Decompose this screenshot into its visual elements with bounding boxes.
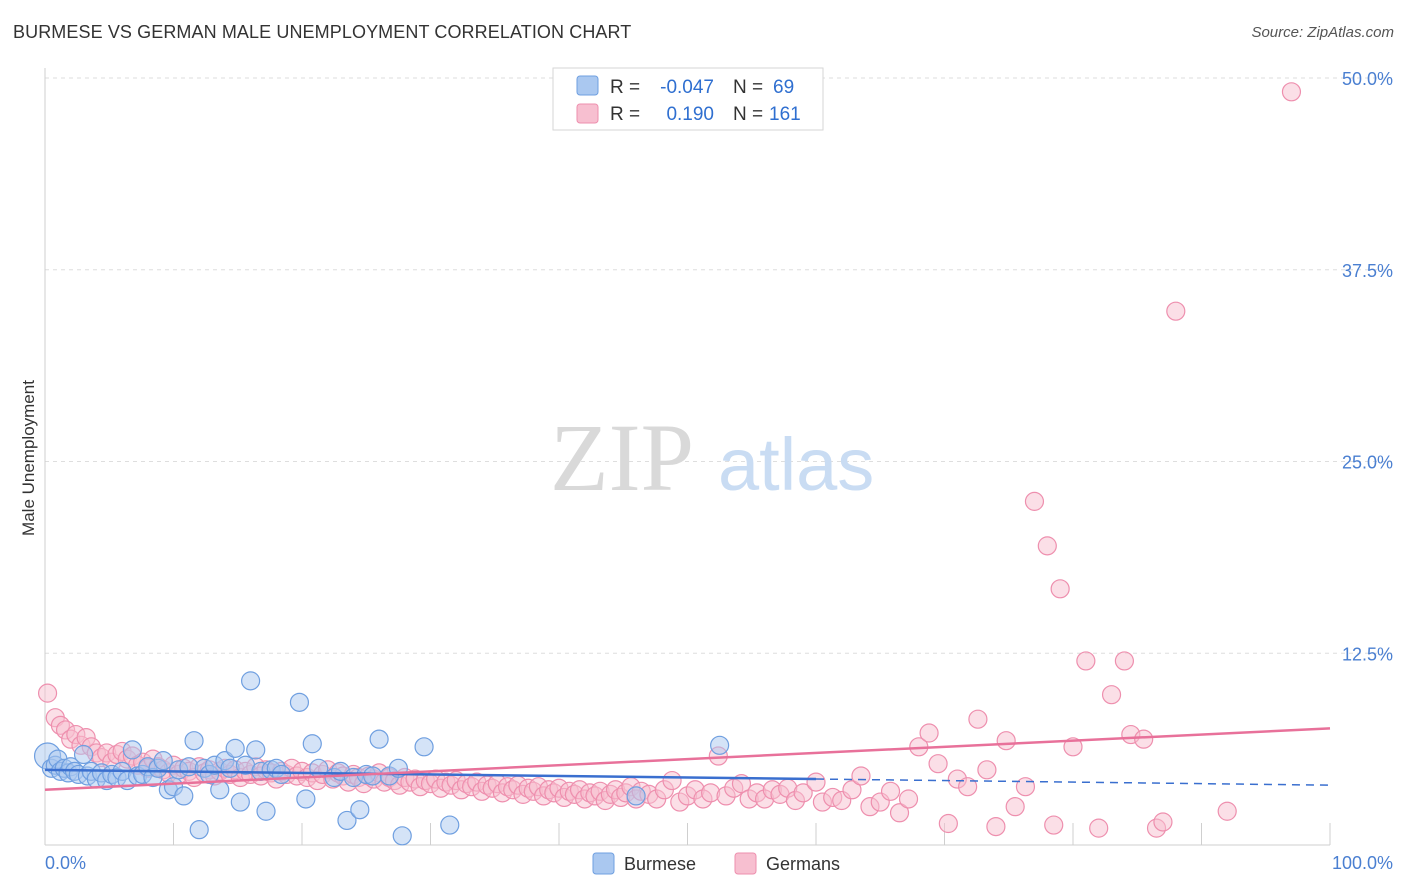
germans-point-147	[898, 789, 919, 809]
burmese-point-67	[626, 786, 646, 806]
x-tick-labels: 0.0% 100.0%	[45, 853, 1393, 873]
germans-point-124	[701, 783, 721, 803]
axes	[44, 68, 1331, 846]
burmese-point-37	[210, 780, 230, 800]
germans-point-141	[842, 780, 862, 800]
germans-point-162	[1044, 815, 1064, 835]
germans-point-159	[1015, 777, 1036, 797]
burmese-point-41	[230, 792, 250, 812]
legend-n-value-germans: 161	[769, 104, 801, 125]
burmese-point-56	[337, 810, 357, 831]
bottom-legend-burmese: Burmese	[624, 854, 696, 874]
x-tick-label-1: 100.0%	[1332, 853, 1393, 873]
germans-point-146	[889, 803, 910, 823]
germans-point-151	[938, 813, 958, 834]
burmese-point-43	[241, 671, 261, 691]
burmese-point-61	[369, 729, 389, 749]
burmese-point-26	[153, 751, 173, 771]
germans-point-168	[1114, 651, 1135, 671]
y-tick-label-0: 12.5%	[1342, 644, 1393, 664]
legend-n-label-germans: N =	[733, 104, 763, 125]
legend-r-label-germans: R =	[610, 104, 640, 125]
legend-r-value-burmese: -0.047	[660, 77, 714, 98]
watermark-zip: ZIP	[550, 404, 694, 511]
germans-point-157	[996, 731, 1016, 751]
germans-point-174	[1217, 801, 1237, 821]
burmese-point-52	[302, 734, 322, 754]
legend-r-label-burmese: R =	[610, 77, 640, 98]
burmese-point-10	[73, 744, 94, 765]
bottom-legend-swatch-germans	[734, 852, 757, 875]
y-tick-label-1: 25.0%	[1342, 453, 1393, 473]
germans-trend-line	[44, 727, 1331, 792]
germans-point-156	[986, 816, 1006, 837]
burmese-point-64	[392, 826, 412, 846]
burmese-point-65	[414, 737, 434, 757]
burmese-points	[33, 671, 730, 846]
germans-point-172	[1153, 812, 1173, 832]
bottom-legend: Burmese Germans	[592, 852, 840, 875]
germans-point-137	[806, 772, 826, 792]
germans-point-154	[968, 709, 988, 729]
burmese-point-49	[271, 764, 292, 785]
y-tick-label-2: 37.5%	[1342, 261, 1393, 281]
burmese-point-50	[289, 692, 310, 712]
burmese-point-60	[363, 766, 383, 786]
burmese-point-46	[256, 801, 276, 821]
burmese-trend-extension	[815, 778, 1331, 786]
germans-point-164	[1063, 737, 1083, 757]
germans-point-155	[977, 760, 997, 780]
germans-point-150	[928, 754, 948, 774]
burmese-point-20	[122, 740, 142, 760]
burmese-point-40	[225, 738, 245, 758]
germans-point-165	[1076, 651, 1096, 671]
germans-point-0	[37, 683, 58, 703]
bottom-legend-germans: Germans	[766, 854, 840, 874]
burmese-trend-line	[44, 768, 817, 781]
germans-point-173	[1166, 301, 1186, 321]
legend-n-label-burmese: N =	[733, 77, 763, 98]
germans-point-175	[1281, 82, 1302, 102]
germans-point-160	[1024, 491, 1045, 511]
source-label: Source: ZipAtlas.com	[1251, 24, 1394, 41]
burmese-point-30	[174, 786, 194, 806]
burmese-point-32	[184, 731, 204, 751]
bottom-legend-swatch-burmese	[592, 852, 615, 875]
legend-swatch-germans	[576, 103, 599, 124]
y-tick-labels: 12.5% 25.0% 37.5% 50.0%	[1342, 69, 1393, 664]
grid	[45, 77, 1392, 654]
y-axis-label: Male Unemployment	[19, 380, 38, 536]
chart-title: BURMESE VS GERMAN MALE UNEMPLOYMENT CORR…	[13, 22, 632, 42]
germans-point-163	[1050, 579, 1070, 599]
burmese-point-66	[440, 815, 460, 835]
trend-lines	[44, 727, 1331, 792]
burmese-point-33	[189, 820, 209, 840]
watermark-atlas: atlas	[718, 423, 874, 506]
germans-point-145	[880, 781, 901, 801]
germans-point-153	[958, 777, 978, 797]
germans-point-167	[1101, 685, 1122, 705]
burmese-point-44	[246, 740, 266, 760]
legend-box: R = -0.047 N = 69 R = 0.190 N = 161	[552, 67, 824, 131]
burmese-point-58	[350, 800, 370, 820]
germans-point-166	[1089, 818, 1109, 838]
legend-r-value-germans: 0.190	[666, 104, 714, 125]
germans-point-170	[1134, 729, 1154, 749]
watermark: ZIP atlas	[550, 404, 874, 511]
burmese-point-68	[710, 735, 730, 755]
germans-point-161	[1037, 536, 1057, 556]
x-tick-label-0: 0.0%	[45, 853, 86, 873]
germans-point-149	[919, 723, 939, 743]
germans-point-142	[851, 766, 871, 786]
legend-swatch-burmese	[576, 75, 599, 96]
germans-point-136	[793, 783, 813, 803]
burmese-point-51	[296, 789, 316, 809]
germans-point-119	[662, 770, 682, 791]
y-tick-label-3: 50.0%	[1342, 69, 1393, 89]
germans-point-158	[1005, 797, 1025, 817]
legend-n-value-burmese: 69	[773, 77, 794, 98]
burmese-point-39	[220, 758, 240, 778]
